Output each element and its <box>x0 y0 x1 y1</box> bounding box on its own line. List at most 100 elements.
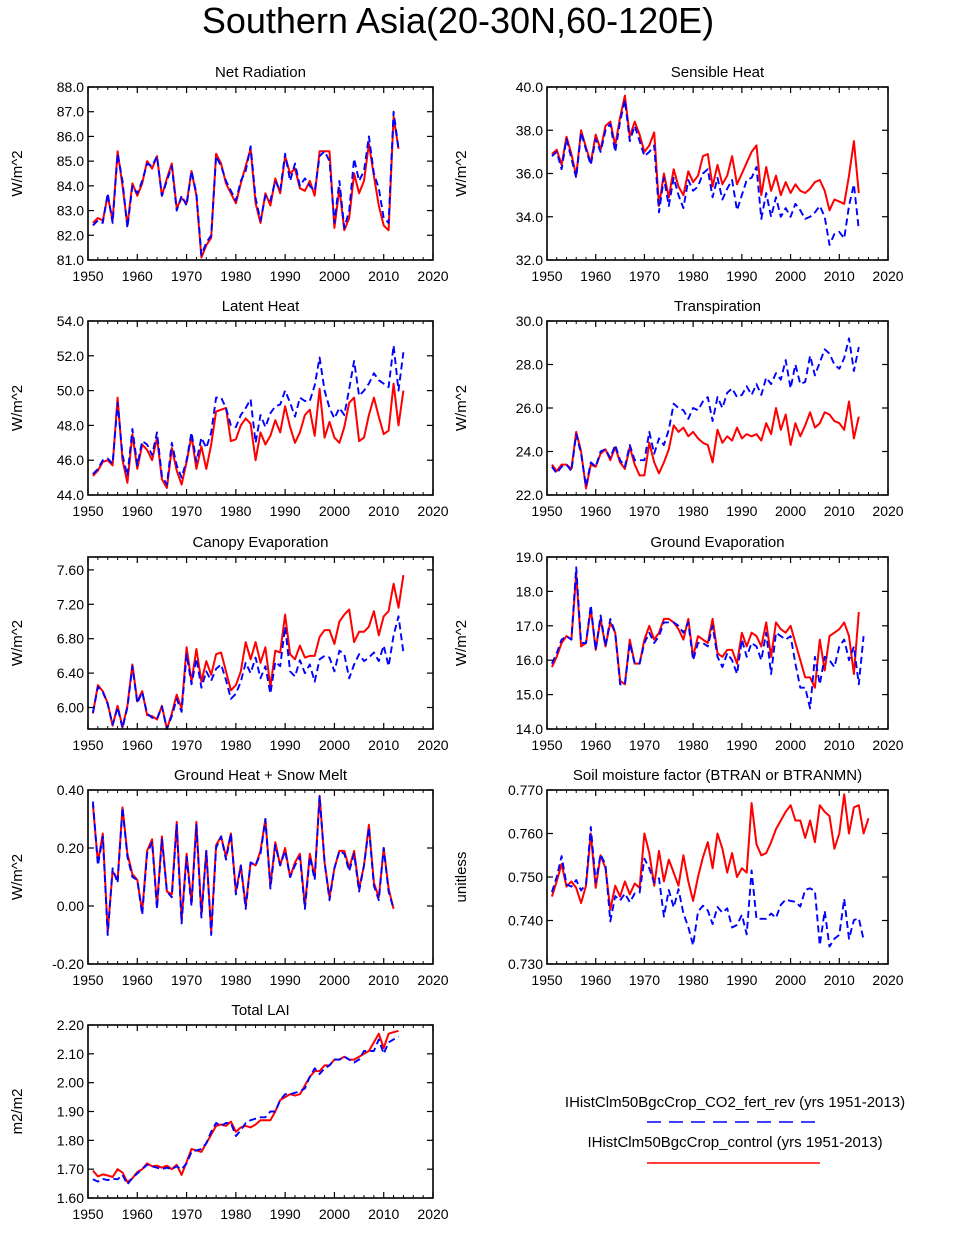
x-tick-label: 1990 <box>270 268 301 284</box>
x-tick-label: 1990 <box>270 972 301 988</box>
x-tick-label: 1950 <box>531 503 562 519</box>
x-tick-label: 1950 <box>531 737 562 753</box>
panel-net-radiation: 1950 1960 1970 1980 1990 2000 2010 2020 81.0 82.0… <box>9 64 449 284</box>
x-tick-label: 1960 <box>580 737 611 753</box>
x-tick-label: 2000 <box>319 972 350 988</box>
x-tick-label: 1980 <box>220 503 251 519</box>
x-tick-label: 2010 <box>368 268 399 284</box>
y-tick-label: 82.0 <box>57 227 84 243</box>
x-tick-label: 1970 <box>629 503 660 519</box>
panel-total-lai: 1950 1960 1970 1980 1990 2000 2010 2020 1.60 1.70… <box>9 1002 449 1222</box>
panel-title: Net Radiation <box>215 64 306 81</box>
x-tick-label: 1970 <box>629 268 660 284</box>
legend: IHistClm50BgcCrop_CO2_fert_rev (yrs 1951… <box>565 1094 905 1164</box>
x-tick-label: 1970 <box>171 1206 202 1222</box>
x-tick-label: 1950 <box>531 972 562 988</box>
x-tick-label: 1970 <box>171 503 202 519</box>
y-axis-label: W/m^2 <box>9 620 26 666</box>
x-tick-label: 2000 <box>775 503 806 519</box>
x-tick-label: 2010 <box>368 503 399 519</box>
y-axis-label: W/m^2 <box>453 620 470 666</box>
series-line-co2-fert-rev <box>91 794 395 936</box>
x-tick-label: 2020 <box>417 972 448 988</box>
y-axis-label: W/m^2 <box>9 854 26 900</box>
panel-canopy-evaporation: 1950 1960 1970 1980 1990 2000 2010 2020 6.00 6.40… <box>9 534 449 753</box>
series-line-control <box>92 1029 399 1184</box>
x-tick-label: 2020 <box>872 503 903 519</box>
y-tick-label: 88.0 <box>57 79 84 95</box>
x-tick-label: 1950 <box>72 268 103 284</box>
y-tick-label: 14.0 <box>516 721 543 737</box>
y-tick-label: 85.0 <box>57 153 84 169</box>
y-tick-label: 84.0 <box>57 178 84 194</box>
x-tick-label: 2000 <box>319 737 350 753</box>
x-tick-label: 2000 <box>319 503 350 519</box>
y-tick-label: 7.60 <box>57 562 84 578</box>
x-tick-label: 2000 <box>775 972 806 988</box>
y-tick-label: 2.20 <box>57 1017 84 1033</box>
figure-title: Southern Asia(20-30N,60-120E) <box>202 0 714 41</box>
legend-label-control: IHistClm50BgcCrop_control (yrs 1951-2013… <box>587 1134 882 1151</box>
x-tick-label: 1990 <box>270 1206 301 1222</box>
x-tick-label: 2020 <box>872 737 903 753</box>
y-tick-label: 15.0 <box>516 687 543 703</box>
x-tick-label: 2010 <box>824 268 855 284</box>
panel-soil-moisture-factor: 1950 1960 1970 1980 1990 2000 2010 2020 0.730 0.7… <box>453 767 904 988</box>
y-tick-label: 32.0 <box>516 252 543 268</box>
y-tick-label: 44.0 <box>57 487 84 503</box>
x-tick-label: 1960 <box>122 737 153 753</box>
panel-title: Canopy Evaporation <box>193 534 329 551</box>
y-tick-label: 0.750 <box>508 869 543 885</box>
x-tick-label: 2010 <box>368 1206 399 1222</box>
series-line-control <box>92 115 400 259</box>
series-line-co2-fert-rev <box>92 344 405 486</box>
panel-ground-heat-snow-melt: 1950 1960 1970 1980 1990 2000 2010 2020 -0.20 0.0… <box>9 767 449 988</box>
panel-title: Transpiration <box>674 298 761 315</box>
y-tick-label: 6.40 <box>57 665 84 681</box>
series-line-control <box>550 793 870 911</box>
panel-title: Total LAI <box>231 1002 289 1019</box>
y-tick-label: 6.80 <box>57 631 84 647</box>
series-line-control <box>92 382 405 489</box>
y-tick-label: 36.0 <box>516 166 543 182</box>
x-tick-label: 1960 <box>122 972 153 988</box>
x-tick-label: 1970 <box>629 972 660 988</box>
y-tick-label: 1.90 <box>57 1104 84 1120</box>
y-tick-label: 26.0 <box>516 400 543 416</box>
x-tick-label: 1950 <box>72 503 103 519</box>
y-tick-label: 0.770 <box>508 782 543 798</box>
panel-latent-heat: 1950 1960 1970 1980 1990 2000 2010 2020 44.0 46.0… <box>9 298 449 519</box>
x-tick-label: 1980 <box>220 737 251 753</box>
y-tick-label: 0.00 <box>57 898 84 914</box>
x-tick-label: 1980 <box>678 972 709 988</box>
plot-frame <box>87 320 434 496</box>
x-tick-label: 2020 <box>417 503 448 519</box>
y-axis-label: W/m^2 <box>9 385 26 431</box>
y-tick-label: 38.0 <box>516 122 543 138</box>
panel-title: Sensible Heat <box>671 64 765 81</box>
x-tick-label: 1960 <box>580 972 611 988</box>
x-tick-label: 1990 <box>726 972 757 988</box>
y-tick-label: 2.00 <box>57 1075 84 1091</box>
panel-sensible-heat: 1950 1960 1970 1980 1990 2000 2010 2020 32.0 34.0… <box>453 64 904 284</box>
x-tick-label: 1960 <box>580 503 611 519</box>
x-tick-label: 1980 <box>220 972 251 988</box>
plot-frame <box>87 556 434 730</box>
x-tick-label: 1990 <box>726 503 757 519</box>
y-axis-label: W/m^2 <box>9 150 26 196</box>
legend-label-co2-fert-rev: IHistClm50BgcCrop_CO2_fert_rev (yrs 1951… <box>565 1094 905 1111</box>
y-tick-label: 83.0 <box>57 203 84 219</box>
y-tick-label: 16.0 <box>516 652 543 668</box>
y-tick-label: 46.0 <box>57 452 84 468</box>
y-tick-label: 17.0 <box>516 618 543 634</box>
y-axis-label: m2/m2 <box>9 1089 26 1135</box>
x-tick-label: 2020 <box>872 972 903 988</box>
series-line-control <box>91 794 395 934</box>
y-tick-label: 1.80 <box>57 1132 84 1148</box>
y-tick-label: 7.20 <box>57 596 84 612</box>
x-tick-label: 2000 <box>775 268 806 284</box>
plot-frame <box>87 86 434 261</box>
x-tick-label: 2000 <box>319 1206 350 1222</box>
x-tick-label: 1960 <box>580 268 611 284</box>
